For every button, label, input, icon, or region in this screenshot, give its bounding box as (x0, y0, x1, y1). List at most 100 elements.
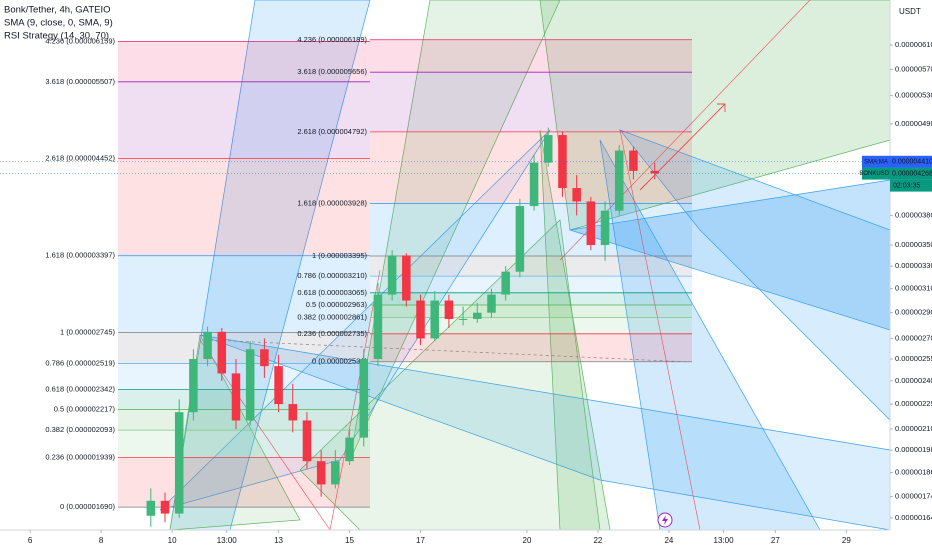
candle-body (331, 461, 340, 485)
candle-body (430, 300, 439, 339)
fib-label: 4.236 (0.000006189) (297, 35, 367, 44)
fib-label: 0 (0.000001690) (60, 502, 116, 511)
price-name: SMA:MA (864, 159, 888, 165)
candle-body (345, 437, 354, 462)
fib-band (118, 255, 370, 333)
candle-body (373, 294, 383, 360)
y-tick-label: 0.000002250 (895, 399, 932, 408)
candle-body (572, 188, 581, 202)
candle-body (473, 312, 482, 319)
candle-body (160, 500, 170, 514)
x-tick-label: 17 (416, 536, 425, 545)
fib-band (370, 255, 692, 277)
candle-body (316, 461, 326, 485)
x-tick-label: 6 (28, 536, 33, 545)
candle-body (558, 135, 567, 189)
indicator-label: RSI Strategy (14, 30, 70) (4, 31, 109, 42)
candle-body (487, 294, 496, 313)
indicator-label: SMA (9, close, 0, SMA, 9) (4, 18, 113, 29)
trend-arrow (639, 103, 726, 191)
fib-band (370, 276, 692, 293)
y-tick-label: 0.000004900 (895, 119, 932, 128)
triangle (349, 0, 561, 461)
fib-label: 0.786 (0.000002519) (45, 358, 115, 367)
x-tick-label: 15 (345, 536, 354, 545)
fib-label: 2.618 (0.000004452) (45, 153, 115, 162)
fib-label: 0.5 (0.000002217) (54, 404, 116, 413)
candle-body (288, 404, 298, 421)
fib-label: 4.236 (0.000006159) (45, 37, 115, 46)
y-tick-label: 0.000006100 (895, 40, 932, 49)
fib-band (118, 363, 370, 390)
candle-body (245, 349, 255, 421)
candle-body (416, 300, 425, 339)
fib-label: 1.618 (0.000003928) (297, 198, 367, 207)
fib-label: 1 (0.000002745) (60, 327, 116, 336)
fib-label: 0.618 (0.000003065) (297, 288, 367, 297)
price-value-box (890, 167, 932, 180)
y-tick-label: 0.000003800 (895, 210, 932, 219)
fib-label: 3.618 (0.000005656) (297, 67, 367, 76)
candle-body (650, 170, 659, 174)
x-axis-panel (0, 530, 890, 550)
fib-band (370, 317, 692, 334)
candle-layer (146, 127, 659, 527)
candle-body (174, 412, 184, 514)
candle-body (146, 500, 156, 516)
candle-body (501, 271, 510, 295)
candle-body (600, 210, 610, 246)
candle-body (629, 150, 638, 171)
fib-label: 0 (0.000002531) (312, 357, 368, 366)
fib-band (118, 41, 370, 82)
y-tick-label: 0.000001640 (895, 513, 932, 522)
y-tick-label: 0.000002700 (895, 333, 932, 342)
y-axis-unit: USDT (899, 7, 921, 16)
fib-band (370, 39, 692, 73)
trend-line (329, 269, 381, 531)
y-tick-label: 0.000001860 (895, 468, 932, 477)
fib-band (118, 457, 370, 508)
fib-band (370, 72, 692, 132)
fib-band (118, 389, 370, 410)
candle-body (544, 135, 553, 163)
y-tick-label: 0.000001740 (895, 492, 932, 501)
x-tick-label: 13 (274, 536, 283, 545)
y-tick-label: 0.000003100 (895, 284, 932, 293)
x-tick-label: 24 (664, 536, 673, 545)
fib-layer: 4.236 (0.000006159) 3.618 (0.000005507) 2.… (45, 35, 692, 511)
alert-bolt (662, 515, 668, 525)
x-tick-label: 10 (168, 536, 177, 545)
y-tick-label: 0.000005700 (895, 64, 932, 73)
candle-body (387, 255, 397, 295)
drawings (159, 0, 891, 531)
y-tick-label: 0.000003300 (895, 261, 932, 270)
x-tick-label: 22 (593, 536, 602, 545)
x-tick-label: 20 (523, 536, 532, 545)
fib-band (118, 430, 370, 458)
candle-body (444, 300, 454, 319)
fib-label: 0.382 (0.000002861) (297, 313, 367, 322)
y-tick-label: 0.000003500 (895, 240, 932, 249)
price-name-box (862, 167, 890, 180)
chart-title: Bonk/Tether, 4h, GATEIO (4, 5, 111, 16)
dashed-line (209, 339, 691, 363)
fib-band (370, 203, 692, 256)
x-tick-label: 13:00 (217, 536, 238, 545)
fib-band (118, 409, 370, 431)
candle-body (231, 373, 241, 421)
x-tick-label: 27 (771, 536, 780, 545)
candle-body (260, 349, 269, 367)
candle-body (359, 359, 368, 438)
y-tick-label: 0.000001980 (895, 445, 932, 454)
fib-label: 0.5 (0.000002963) (306, 300, 368, 309)
y-tick-label: 0.000002400 (895, 376, 932, 385)
triangle (169, 333, 301, 531)
axis-layer: 0.000006100 0.000005700 0.000005300 0.00000… (0, 40, 932, 545)
price-value-box (890, 155, 932, 168)
triangle (159, 129, 551, 511)
fib-label: 0.236 (0.000001939) (45, 453, 115, 462)
fib-label: 0.786 (0.000003210) (297, 271, 367, 280)
candle-body (189, 359, 198, 413)
